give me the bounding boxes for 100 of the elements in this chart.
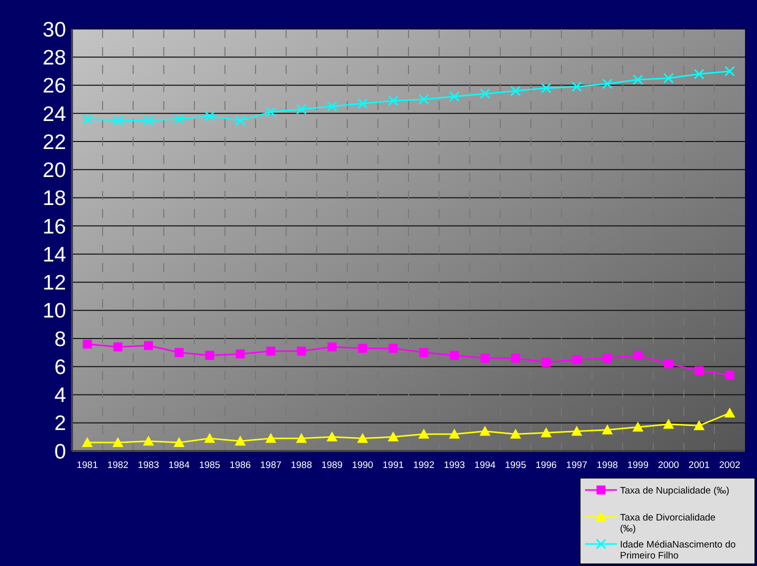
point — [540, 82, 552, 94]
x-tick-label: 1986 — [230, 460, 251, 471]
x-tick-label: 1996 — [536, 460, 557, 471]
point — [265, 432, 276, 443]
point — [694, 366, 704, 376]
point — [725, 370, 734, 380]
point — [112, 437, 124, 448]
x-tick-label: 1985 — [199, 460, 220, 471]
point — [510, 428, 522, 439]
point — [174, 437, 185, 448]
y-tick-label: 12 — [42, 272, 66, 295]
point — [664, 359, 674, 368]
point — [479, 426, 490, 436]
y-tick-label: 0 — [54, 440, 66, 464]
point — [632, 422, 644, 432]
y-tick-label: 6 — [54, 356, 66, 379]
x-tick-label: 1984 — [168, 460, 190, 471]
point — [571, 426, 582, 436]
point — [357, 432, 368, 443]
point — [663, 418, 674, 429]
x-tick-label: 1997 — [566, 460, 588, 471]
x-tick-label: 1994 — [474, 460, 496, 471]
point — [663, 72, 674, 84]
point — [450, 350, 459, 360]
point — [602, 78, 613, 90]
point — [113, 342, 122, 352]
x-tick-label: 1989 — [321, 460, 343, 471]
y-tick-label: 4 — [54, 384, 66, 408]
point — [357, 98, 368, 109]
point — [266, 106, 276, 118]
x-tick-label: 1987 — [260, 460, 282, 471]
x-tick-label: 1981 — [76, 460, 98, 471]
point — [112, 115, 124, 126]
point — [296, 346, 306, 356]
point — [540, 427, 552, 438]
point — [143, 115, 154, 126]
point — [419, 348, 428, 358]
point — [449, 91, 460, 102]
point — [234, 115, 246, 126]
point — [694, 420, 705, 430]
x-tick-label: 1999 — [627, 460, 648, 471]
y-tick-label: 20 — [42, 159, 66, 182]
point — [510, 86, 521, 96]
point — [571, 81, 582, 92]
x-tick-label: 1983 — [138, 460, 160, 471]
y-tick-label: 28 — [42, 46, 66, 70]
point — [174, 114, 184, 124]
point — [388, 344, 398, 353]
x-tick-label: 1990 — [352, 460, 374, 471]
y-tick-label: 18 — [42, 187, 66, 210]
y-tick-label: 24 — [42, 102, 66, 126]
point — [142, 436, 154, 446]
point — [326, 101, 338, 112]
point — [448, 428, 460, 439]
point — [480, 88, 490, 100]
point — [82, 437, 93, 448]
point — [572, 355, 582, 364]
y-tick-label: 22 — [42, 130, 66, 154]
x-tick-label: 2002 — [719, 460, 740, 471]
point — [234, 436, 246, 446]
point — [296, 432, 307, 443]
point — [296, 104, 307, 114]
point — [632, 74, 644, 85]
point — [204, 110, 215, 122]
point — [266, 346, 276, 356]
legend-label: Taxa de Divorcialidade (‰) — [620, 512, 716, 535]
point — [724, 408, 736, 418]
x-tick-label: 1993 — [444, 460, 465, 471]
point — [418, 94, 430, 105]
x-tick-label: 1992 — [413, 460, 434, 471]
point — [205, 350, 214, 360]
point — [388, 95, 399, 106]
y-tick-label: 8 — [54, 328, 66, 351]
point — [633, 350, 642, 360]
point — [82, 114, 93, 124]
y-tick-label: 16 — [42, 215, 66, 238]
point — [82, 340, 92, 349]
legend-label: Taxa de Nupcialidade (‰) — [620, 485, 730, 496]
y-tick-label: 10 — [42, 300, 66, 323]
y-tick-label: 2 — [54, 412, 66, 436]
x-tick-label: 2001 — [688, 460, 710, 471]
point — [236, 349, 245, 358]
x-tick-label: 2000 — [658, 460, 680, 471]
y-tick-label: 14 — [42, 243, 66, 266]
point — [418, 428, 430, 439]
point — [204, 432, 216, 443]
x-tick-label: 1998 — [596, 460, 618, 471]
point — [511, 354, 520, 363]
point — [480, 354, 490, 363]
point — [602, 354, 612, 363]
point — [724, 66, 736, 76]
point — [542, 358, 551, 367]
point — [328, 342, 337, 352]
point — [326, 431, 338, 442]
point — [174, 348, 184, 358]
x-tick-label: 1991 — [382, 460, 404, 471]
x-tick-label: 1988 — [290, 460, 312, 471]
x-tick-label: 1982 — [107, 460, 128, 471]
y-tick-label: 30 — [42, 18, 66, 42]
y-tick-label: 26 — [42, 74, 66, 98]
